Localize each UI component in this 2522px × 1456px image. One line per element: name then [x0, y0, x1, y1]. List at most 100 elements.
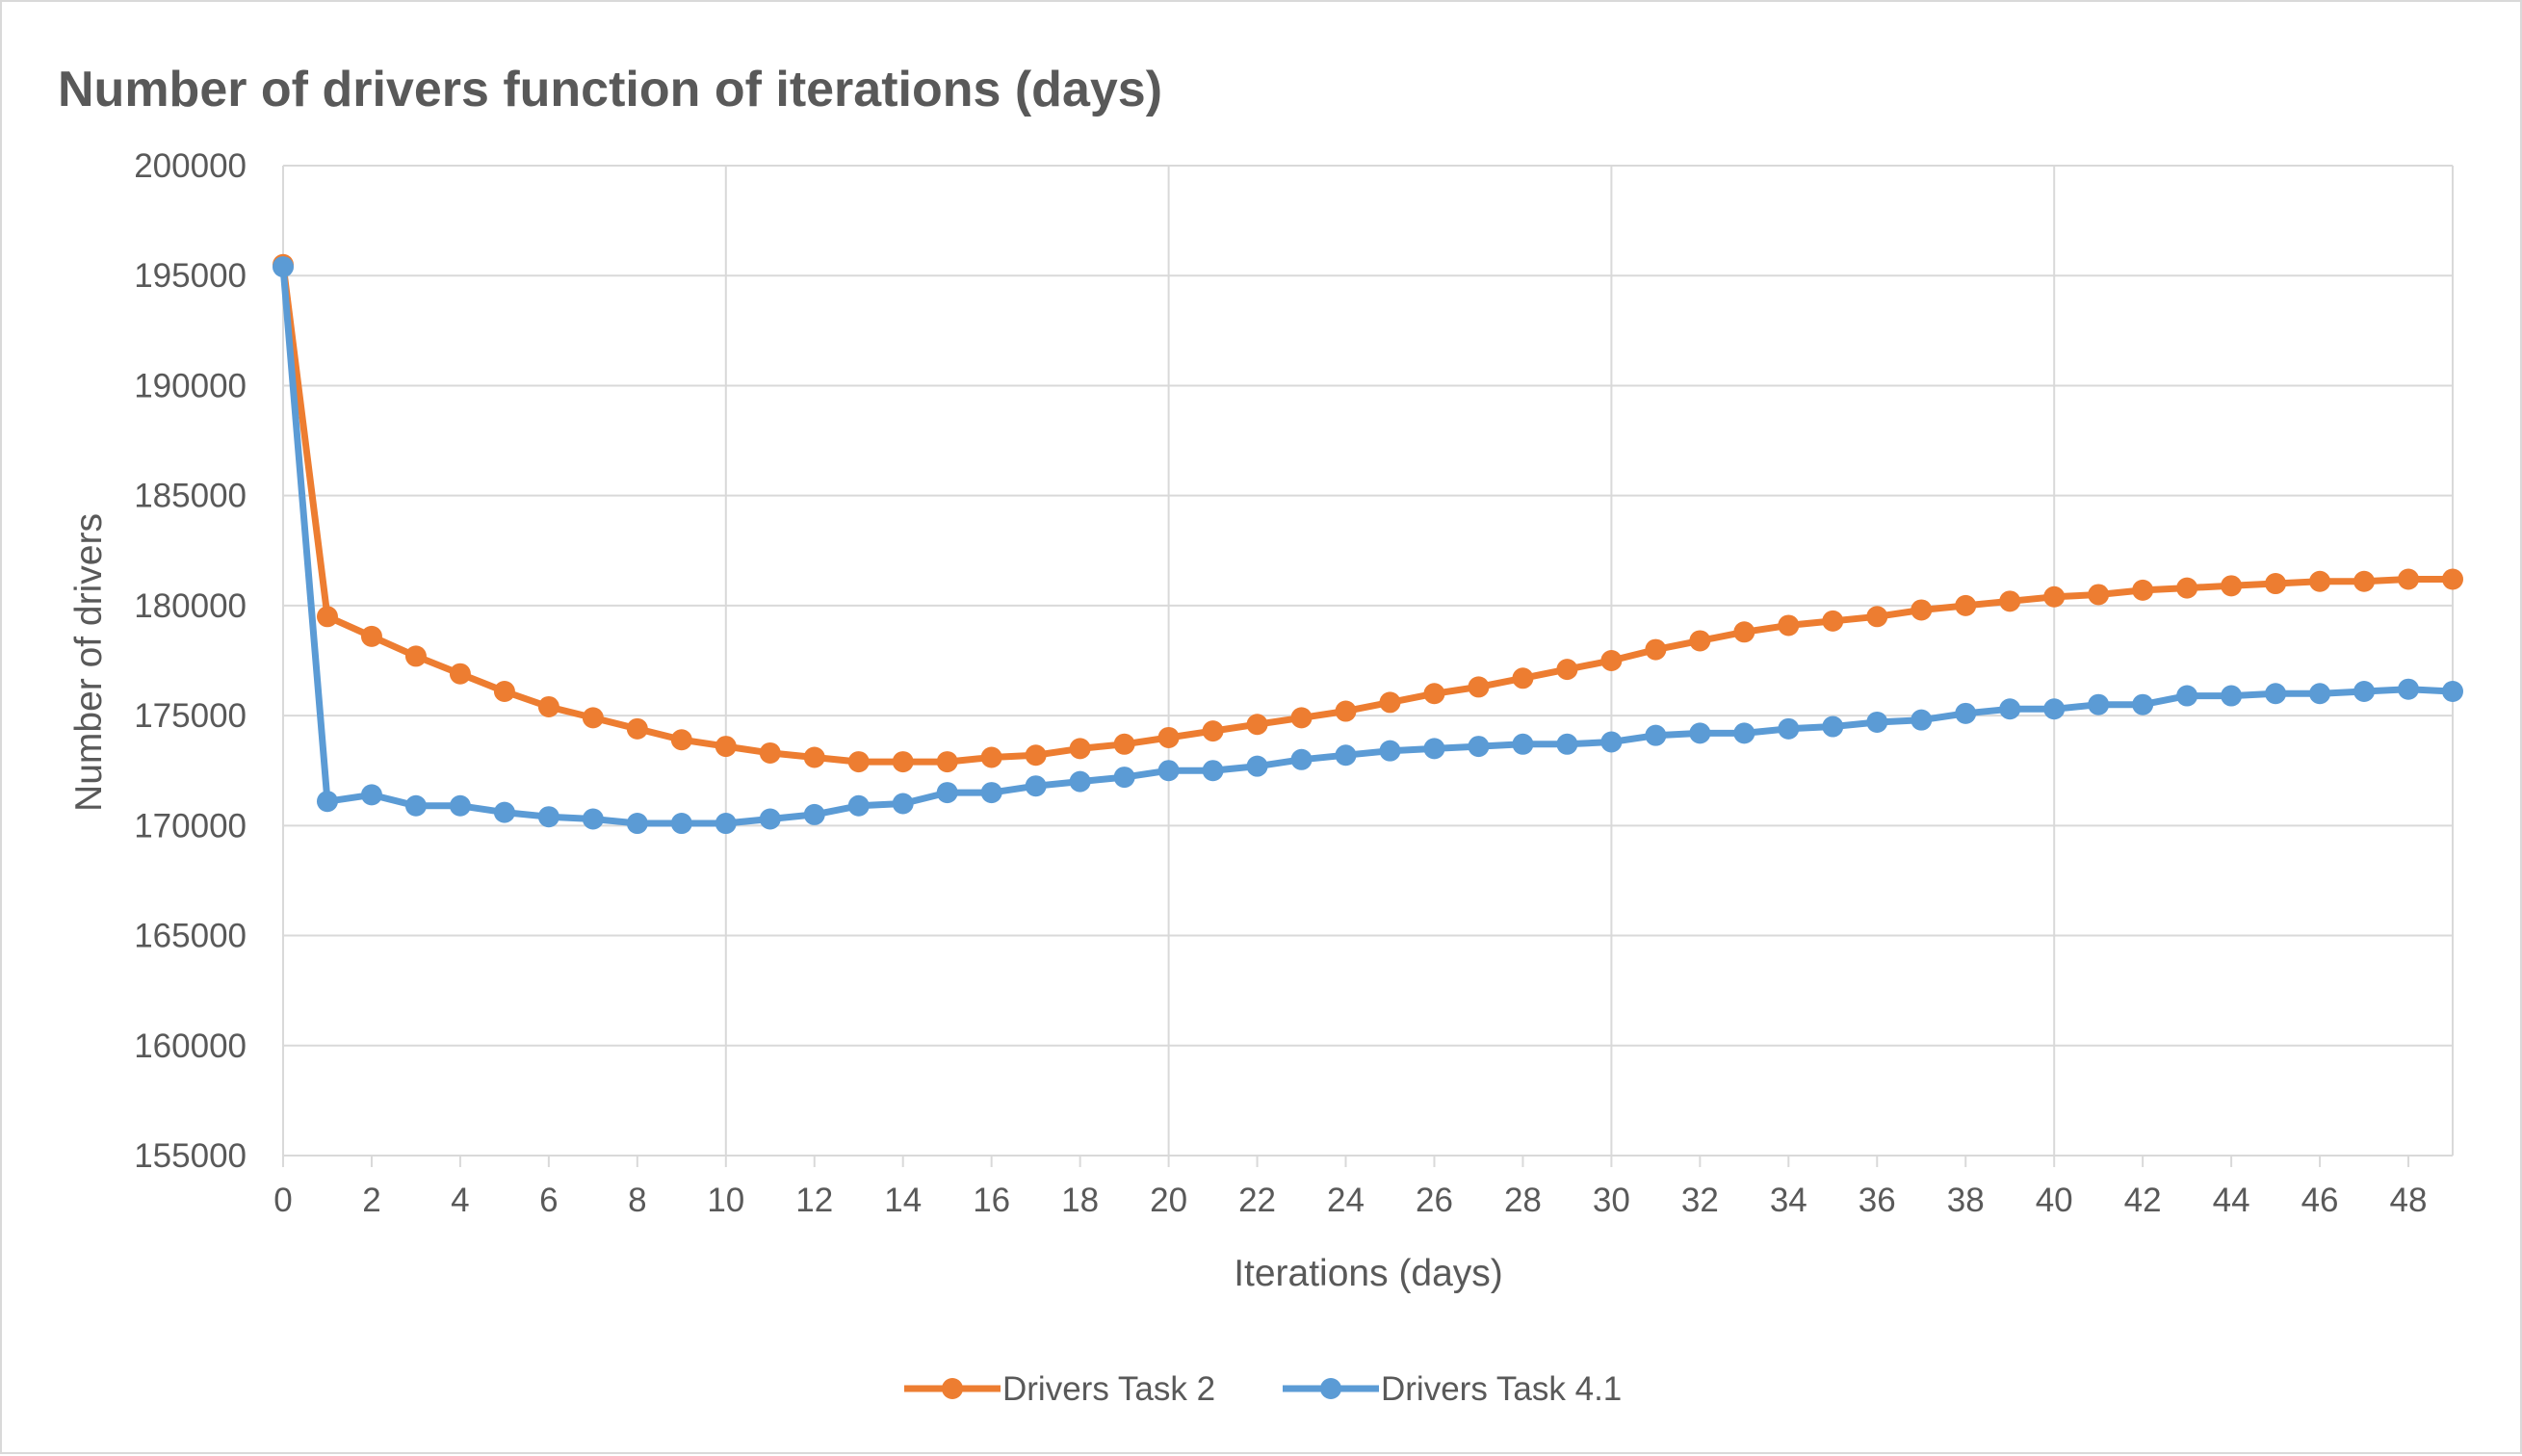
data-point [1556, 733, 1578, 755]
legend: Drivers Task 2 Drivers Task 4.1 [904, 1370, 1622, 1408]
y-tick-label: 175000 [134, 697, 247, 735]
data-point [1423, 738, 1445, 760]
data-point [847, 751, 870, 773]
x-tick-label: 18 [1061, 1182, 1099, 1219]
y-axis-label: Number of drivers [68, 513, 110, 812]
data-point [1246, 714, 1268, 736]
chart-title: Number of drivers function of iterations… [58, 62, 1162, 117]
data-point [2088, 693, 2110, 715]
y-tick-label: 180000 [134, 587, 247, 625]
data-point [2221, 575, 2243, 597]
data-point [1468, 676, 1490, 698]
data-point [670, 729, 692, 751]
data-point [2132, 579, 2154, 601]
x-tick-label: 32 [1681, 1182, 1719, 1219]
data-point [1246, 755, 1268, 777]
y-tick-label: 185000 [134, 478, 247, 515]
y-tick-label: 200000 [134, 147, 247, 185]
data-point [2353, 680, 2376, 702]
data-point [1335, 700, 1357, 722]
data-point [2353, 570, 2376, 592]
data-point [626, 813, 648, 835]
data-point [2398, 568, 2420, 590]
data-point [1733, 621, 1755, 643]
x-tick-label: 36 [1859, 1182, 1896, 1219]
data-point [803, 746, 825, 768]
x-tick-label: 20 [1150, 1182, 1187, 1219]
data-point [2221, 685, 2243, 707]
x-tick-label: 6 [539, 1182, 558, 1219]
data-point [1069, 738, 1091, 760]
legend-label: Drivers Task 4.1 [1381, 1370, 1622, 1408]
x-tick-label: 30 [1593, 1182, 1630, 1219]
data-point [404, 794, 427, 817]
data-point [1512, 733, 1534, 755]
data-point [980, 746, 1002, 768]
data-point [936, 751, 958, 773]
x-tick-label: 14 [884, 1182, 922, 1219]
data-point [449, 794, 471, 817]
x-tick-label: 44 [2213, 1182, 2250, 1219]
data-point [1069, 770, 1091, 793]
data-point [493, 801, 515, 823]
data-point [1202, 720, 1224, 742]
data-point [1955, 594, 1977, 616]
data-point [2176, 577, 2198, 599]
y-tick-label: 170000 [134, 807, 247, 845]
data-point [1689, 630, 1711, 652]
data-point [1689, 722, 1711, 744]
data-point [1113, 767, 1135, 789]
x-axis-label: Iterations (days) [1234, 1253, 1503, 1294]
data-point [1556, 659, 1578, 681]
data-point [1157, 726, 1180, 748]
x-tick-label: 26 [1416, 1182, 1453, 1219]
data-point [1999, 698, 2021, 720]
data-point [626, 717, 648, 740]
data-point [715, 736, 737, 758]
data-point [1202, 760, 1224, 782]
data-point [360, 625, 382, 647]
data-point [1025, 744, 1047, 767]
x-tick-label: 40 [2036, 1182, 2073, 1219]
data-point [936, 782, 958, 804]
data-point [803, 803, 825, 825]
data-point [2088, 584, 2110, 606]
series-line [279, 264, 2453, 766]
data-point [449, 663, 471, 685]
legend-item: Drivers Task 4.1 [1283, 1370, 1622, 1408]
data-point [1999, 590, 2021, 612]
data-point [1025, 775, 1047, 797]
legend-label: Drivers Task 2 [1002, 1370, 1215, 1408]
data-point [404, 645, 427, 667]
series-line [279, 266, 2454, 827]
data-point [2043, 585, 2066, 608]
data-point [670, 813, 692, 835]
series-1 [273, 253, 2463, 773]
data-point [847, 794, 870, 817]
data-point [1645, 638, 1667, 661]
x-tick-label: 12 [795, 1182, 833, 1219]
data-point [2265, 573, 2287, 595]
data-point [1866, 711, 1888, 733]
data-point [1290, 748, 1313, 770]
data-point [1778, 614, 1800, 637]
y-tick-label: 165000 [134, 918, 247, 955]
data-point [892, 751, 914, 773]
x-tick-label: 24 [1327, 1182, 1365, 1219]
data-point [1822, 715, 1844, 738]
data-point [1866, 606, 1888, 628]
data-point [493, 680, 515, 702]
data-point [316, 606, 338, 628]
data-point [1379, 740, 1401, 762]
gridlines [283, 165, 2454, 1156]
axes: 155000 160000 165000 170000 175000 180000 1850… [134, 147, 2453, 1219]
y-tick-label: 190000 [134, 367, 247, 404]
data-point [980, 782, 1002, 804]
y-tick-label: 155000 [134, 1137, 247, 1175]
data-point [1379, 691, 1401, 714]
data-point [273, 256, 294, 278]
data-point [360, 784, 382, 806]
x-tick-label: 28 [1504, 1182, 1542, 1219]
data-point [715, 813, 737, 835]
